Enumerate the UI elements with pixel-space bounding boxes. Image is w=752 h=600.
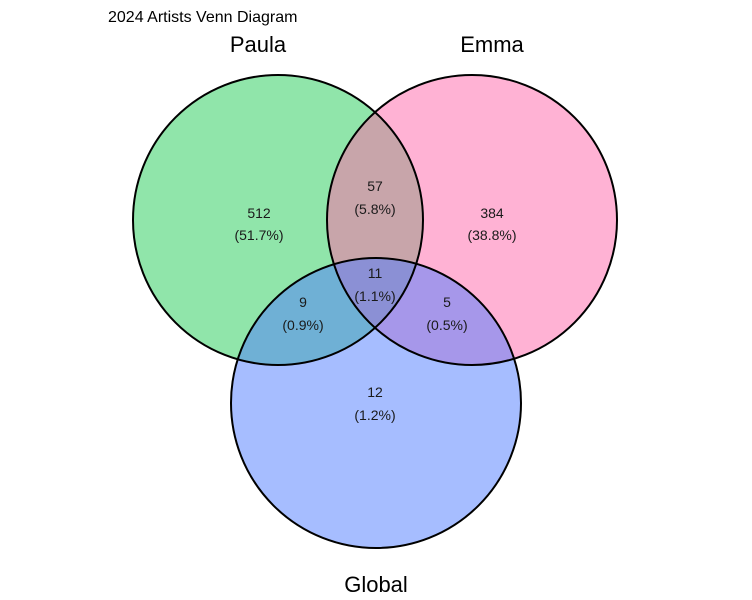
region-percent: (51.7%) [234, 227, 283, 243]
region-percent: (5.8%) [354, 201, 395, 217]
region-percent: (38.8%) [467, 227, 516, 243]
region-all-three: 11 (1.1%) [354, 265, 395, 304]
region-paula-emma: 57 (5.8%) [354, 178, 395, 217]
set-label-global: Global [344, 572, 408, 597]
region-percent: (1.2%) [354, 407, 395, 423]
region-count: 9 [299, 294, 307, 310]
region-count: 512 [247, 205, 271, 221]
set-outline-paula [132, 74, 424, 366]
region-emma-only: 384 (38.8%) [467, 205, 516, 243]
region-emma-global: 5 (0.5%) [426, 294, 467, 333]
set-outlines [132, 74, 618, 549]
region-count: 12 [367, 384, 383, 400]
region-count: 11 [368, 265, 383, 281]
set-outline-emma [326, 74, 618, 366]
region-percent: (1.1%) [354, 288, 395, 304]
diagram-title: 2024 Artists Venn Diagram [108, 9, 297, 26]
region-paula-only: 512 (51.7%) [234, 205, 283, 243]
set-outline-global [230, 257, 522, 549]
region-count: 5 [443, 294, 451, 310]
region-count: 57 [367, 178, 383, 194]
set-label-paula: Paula [230, 32, 287, 57]
region-global-only: 12 (1.2%) [354, 384, 395, 423]
set-circle-global [231, 258, 521, 548]
set-label-emma: Emma [460, 32, 524, 57]
region-percent: (0.9%) [282, 317, 323, 333]
region-percent: (0.5%) [426, 317, 467, 333]
set-fills [133, 75, 617, 548]
region-count: 384 [480, 205, 504, 221]
region-paula-global: 9 (0.9%) [282, 294, 323, 333]
